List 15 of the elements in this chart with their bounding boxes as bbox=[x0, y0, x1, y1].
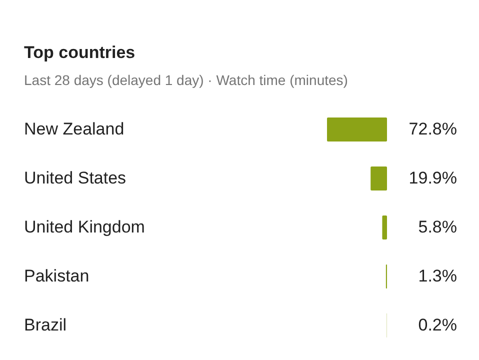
bar bbox=[382, 216, 387, 240]
data-label: 1.3% bbox=[418, 266, 457, 286]
y-tick-label: United Kingdom bbox=[24, 218, 145, 236]
data-label: 19.9% bbox=[408, 168, 457, 188]
text: Top countries bbox=[24, 43, 136, 62]
data-label: 0.2% bbox=[418, 316, 457, 334]
data-label: 5.8% bbox=[418, 218, 457, 236]
text: Last 28 days (delayed 1 day) · Watch time (minutes) bbox=[24, 72, 348, 88]
y-tick-label: Brazil bbox=[24, 316, 67, 334]
data-label: 72.8% bbox=[408, 120, 457, 138]
y-tick-label: New Zealand bbox=[24, 120, 124, 138]
bar bbox=[370, 166, 387, 190]
y-tick-label: Pakistan bbox=[24, 266, 90, 286]
y-tick-label: United States bbox=[24, 168, 126, 188]
bar bbox=[327, 118, 387, 142]
